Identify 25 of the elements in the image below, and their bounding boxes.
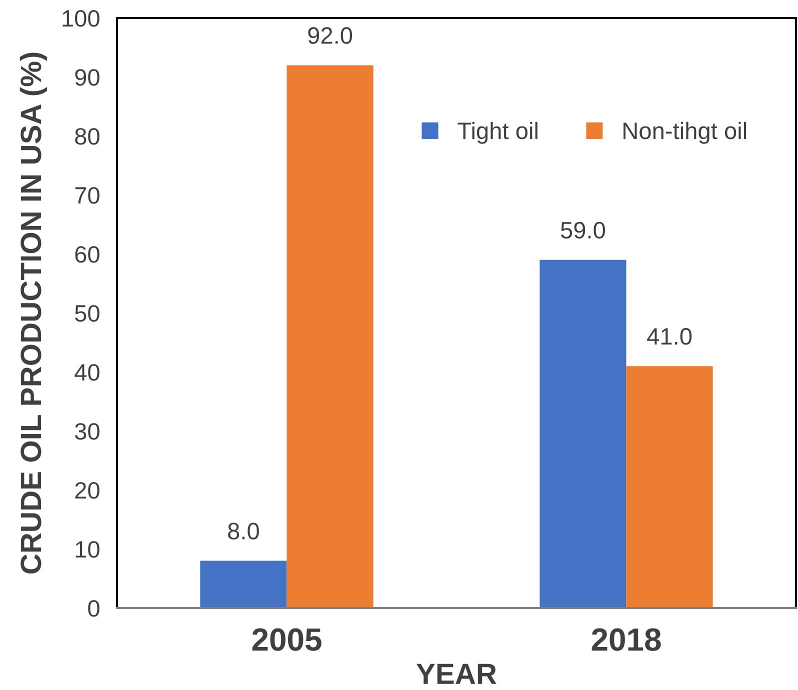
y-tick-label: 70 xyxy=(75,187,100,204)
legend-label: Non-tihgt oil xyxy=(624,122,746,144)
y-tick-label: 50 xyxy=(75,305,100,322)
x-tick-label: 2018 xyxy=(592,628,661,651)
y-tick-label: 30 xyxy=(74,423,100,440)
legend-label: Tight oil xyxy=(458,122,538,144)
x-tick-label: 2005 xyxy=(252,628,322,651)
bar xyxy=(626,366,713,608)
y-tick-label: 60 xyxy=(75,246,100,263)
data-label: 8.0 xyxy=(228,522,259,540)
bar xyxy=(200,560,287,608)
data-label: 92.0 xyxy=(308,27,352,44)
data-label: 41.0 xyxy=(647,328,692,345)
x-axis-title: YEAR xyxy=(416,664,496,684)
bar xyxy=(540,260,626,608)
y-tick-label: 100 xyxy=(62,10,100,27)
y-tick-label: 80 xyxy=(75,128,100,145)
y-tick-label: 0 xyxy=(88,600,100,617)
y-tick-label: 20 xyxy=(75,482,100,499)
data-label: 59.0 xyxy=(560,222,606,239)
bar xyxy=(286,65,374,608)
y-tick-label: 10 xyxy=(76,541,100,558)
y-tick-label: 40 xyxy=(74,364,100,381)
y-axis-title: CRUDE OIL PRODUCTION IN USA (%) xyxy=(20,52,48,574)
y-tick-label: 90 xyxy=(75,69,100,86)
